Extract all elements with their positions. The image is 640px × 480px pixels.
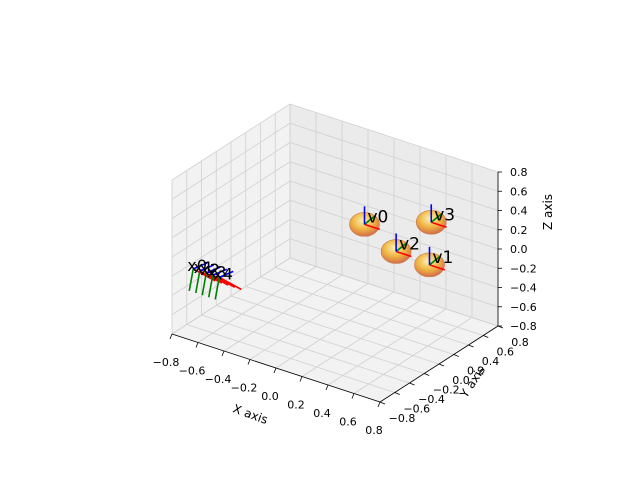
y-tick-mark: [468, 344, 474, 348]
y-tick-label: 0.6: [497, 346, 515, 359]
y-tick-mark: [483, 335, 489, 338]
grid-line-floor-y: [275, 267, 484, 336]
grid-line-side-z: [171, 161, 291, 239]
y-tick-mark: [379, 401, 386, 405]
y-tick-label: −0.8: [389, 412, 416, 425]
vertex-x-arrow: [429, 264, 446, 271]
vertex-label: v3: [434, 205, 455, 225]
x-tick-mark: [351, 393, 355, 399]
x-tick-label: −0.6: [179, 365, 206, 378]
frame-y-arrow: [194, 270, 201, 294]
x-tick-label: 0.6: [339, 416, 357, 429]
z-tick-label: 0.8: [510, 166, 528, 179]
z-tick-label: −0.2: [510, 262, 537, 275]
x-tick-mark: [299, 376, 303, 382]
frame-x-arrow: [218, 276, 242, 291]
y-tick-mark: [497, 325, 504, 329]
x-tick-label: 0.8: [365, 424, 383, 437]
grid-line-back-z: [289, 161, 499, 231]
frame-y-arrow: [188, 268, 195, 292]
y-tick-label: −0.4: [418, 393, 445, 406]
vertex-label: v1: [433, 248, 454, 268]
y-tick-label: −0.6: [403, 403, 430, 416]
y-tick-mark: [409, 382, 415, 386]
z-tick-label: −0.8: [510, 320, 537, 333]
grid-line-side-z: [171, 122, 291, 200]
grid-line-floor-y: [260, 276, 469, 346]
y-tick-mark: [394, 392, 400, 395]
frame-z-arrow: [212, 268, 228, 276]
grid-line-floor-x: [327, 308, 447, 386]
x-tick-mark: [169, 333, 173, 340]
vertex-y-arrow: [430, 213, 442, 223]
x-tick-mark: [377, 401, 381, 408]
z-tick-label: −0.4: [510, 282, 537, 295]
z-tick-label: 0.2: [510, 224, 528, 237]
x-tick-mark: [273, 367, 277, 374]
z-tick-label: 0.4: [510, 205, 528, 218]
vertex-label: v0: [368, 207, 389, 227]
grid-line-side-z: [171, 180, 291, 258]
frame-z-arrow: [192, 262, 208, 270]
frame-y-arrow: [207, 275, 214, 298]
y-tick-label: 0.8: [511, 336, 529, 349]
z-axis-label: Z axis: [541, 194, 555, 230]
y-tick-label: 0.2: [467, 365, 485, 378]
z-tick-label: −0.6: [510, 301, 537, 314]
x-axis-label: X axis: [231, 401, 270, 426]
frame-y-arrow: [201, 272, 208, 296]
x-tick-label: −0.2: [231, 382, 258, 395]
grid-line-floor-y: [289, 257, 499, 327]
grid-line-back-z: [289, 122, 499, 192]
grid-lines: [171, 103, 499, 403]
z-tick-label: 0.6: [510, 185, 528, 198]
y-tick-label: 0.4: [482, 355, 500, 368]
y-tick-label: 0.0: [452, 374, 470, 387]
x-tick-label: 0.2: [287, 399, 305, 412]
y-tick-mark: [424, 373, 430, 376]
frame-z-arrow: [205, 266, 221, 274]
x-tick-mark: [325, 384, 329, 391]
x-tick-label: 0.4: [313, 407, 331, 420]
grid-line-back-z: [289, 180, 499, 250]
grid-line-back-z: [289, 142, 499, 211]
grid-line-floor-x: [353, 317, 473, 394]
frame-label: x4: [213, 264, 233, 283]
tick-labels: −0.8−0.8−0.8−0.6−0.6−0.6−0.4−0.4−0.4−0.2…: [153, 166, 537, 437]
x-tick-label: −0.8: [153, 356, 180, 369]
vertex-y-arrow: [428, 256, 440, 266]
axis-lines: [169, 171, 504, 408]
grid-line-floor-x: [301, 300, 421, 377]
frame-z-arrow: [199, 264, 215, 272]
x-tick-mark: [221, 350, 225, 357]
x-tick-label: 0.0: [261, 390, 279, 403]
grid-line-back-z: [289, 103, 499, 173]
frame-x-arrow: [212, 274, 236, 288]
y-tick-mark: [438, 363, 445, 367]
grid-line-floor-y: [230, 295, 440, 365]
grid-line-side-z: [171, 103, 291, 181]
grid-line-floor-y: [245, 286, 454, 355]
vertex-label: v2: [399, 235, 420, 255]
vertex-y-arrow: [395, 242, 407, 253]
z-tick-label: 0.0: [510, 243, 528, 256]
y-tick-mark: [453, 354, 459, 357]
x-tick-mark: [247, 359, 251, 365]
x-tick-label: −0.4: [205, 373, 232, 386]
y-tick-label: −0.2: [433, 384, 460, 397]
frame-y-arrow: [214, 277, 221, 300]
vertex-x-arrow: [364, 223, 381, 231]
x-tick-mark: [195, 342, 199, 348]
vertex-x-arrow: [395, 250, 412, 258]
grid-line-side-z: [171, 142, 291, 219]
vertex-x-arrow: [430, 221, 447, 229]
frame-z-arrow: [218, 270, 234, 279]
frame-x-arrow: [205, 272, 229, 286]
vertex-y-arrow: [363, 215, 375, 225]
